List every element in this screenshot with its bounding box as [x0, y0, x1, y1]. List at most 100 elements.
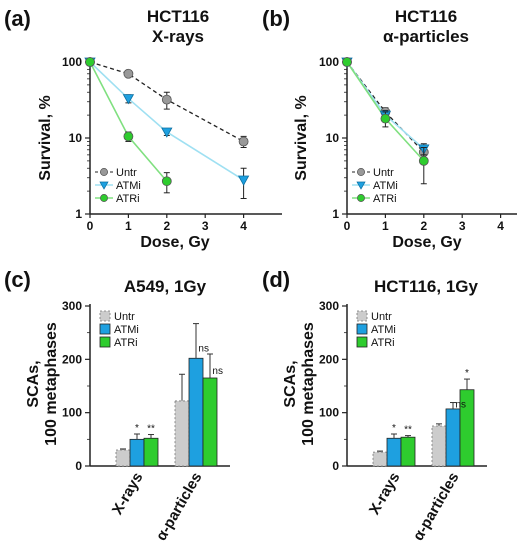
panel-d-bar-untr: [372, 451, 388, 467]
panel-d-legend-swatch: [356, 310, 368, 322]
panel-c-title: A549, 1Gy: [124, 277, 207, 296]
panel-b-title: HCT116: [395, 7, 457, 26]
panel-c-y-tick-label: 0: [75, 459, 82, 473]
panel-a-subtitle: X-rays: [152, 27, 204, 46]
panel-a-point-untr: [161, 94, 172, 105]
panel-c-category-label: α-particles: [153, 470, 206, 544]
panel-d: (d) HCT116, 1Gy SCAs, 100 metaphases 0 10…: [262, 267, 487, 544]
panel-d-y-tick-label: 0: [332, 459, 339, 473]
panel-d-legend-label: Untr: [371, 311, 392, 323]
panel-b-point-atri: [342, 57, 352, 67]
panel-d-annotation: *: [465, 368, 469, 379]
panel-c-ylabel-line1: SCAs,: [25, 360, 42, 407]
panel-b-x-tick-label: 3: [459, 219, 466, 233]
panel-d-legend-swatch: [356, 336, 368, 348]
panel-c-bar-untr: [115, 449, 131, 467]
panel-a-y-tick-label: 10: [69, 131, 83, 145]
panel-c-annotation: **: [147, 424, 155, 435]
panel-d-title: HCT116, 1Gy: [374, 277, 478, 296]
panel-b-legend-marker: [356, 181, 366, 190]
panel-b-series-line-atmi: [346, 61, 425, 150]
panel-a-x-tick-label: 3: [202, 219, 209, 233]
panel-a-x-tick-label: 2: [163, 219, 170, 233]
panel-b-point-atri: [418, 155, 429, 166]
panel-d-annotation: **: [404, 425, 412, 436]
panel-b-y-tick-label: 100: [319, 55, 339, 69]
panel-b-legend-marker: [357, 168, 365, 176]
panel-d-category-label: α-particles: [410, 470, 463, 544]
panel-d-annotation: ns: [455, 400, 466, 411]
panel-a-x-tick-label: 4: [240, 219, 247, 233]
panel-d-legend-swatch: [356, 323, 368, 335]
panel-a-point-untr: [123, 68, 134, 79]
panel-c: (c) A549, 1Gy SCAs, 100 metaphases 0 100 2…: [4, 267, 230, 544]
panel-c-legend-label: Untr: [114, 311, 135, 323]
panel-c-legend-swatch: [99, 323, 111, 335]
panel-a: (a) HCT116 X-rays Dose, Gy Survival, % 0…: [4, 6, 282, 251]
panel-a-xlabel: Dose, Gy: [140, 234, 209, 251]
panel-a-point-atmi: [122, 94, 135, 105]
panel-c-y-tick-label: 300: [62, 299, 82, 313]
panel-c-bar-atri: [143, 437, 159, 467]
panel-a-x-tick-label: 0: [87, 219, 94, 233]
panel-b-x-tick-label: 1: [382, 219, 389, 233]
panel-a-y-tick-label: 100: [62, 55, 82, 69]
panel-c-letter: (c): [4, 267, 31, 292]
panel-c-legend-label: ATRi: [114, 337, 138, 349]
panel-b-ylabel: Survival, %: [293, 95, 310, 180]
panel-d-y-tick-label: 200: [319, 352, 339, 366]
panel-a-point-atmi: [161, 127, 173, 138]
panel-c-y-tick-label: 200: [62, 352, 82, 366]
panel-a-point-atri: [123, 131, 134, 142]
panel-a-legend-marker: [100, 194, 108, 202]
panel-b-x-tick-label: 2: [420, 219, 427, 233]
panel-b-legend-label: Untr: [373, 167, 394, 179]
panel-d-y-tick-label: 100: [319, 406, 339, 420]
panel-d-ylabel-line2: 100 metaphases: [300, 322, 317, 446]
panel-c-legend-swatch: [99, 310, 111, 322]
panel-b-y-tick-label: 10: [326, 131, 340, 145]
panel-c-annotation: ns: [212, 366, 223, 377]
panel-d-letter: (d): [262, 267, 290, 292]
panel-b-point-atri: [380, 113, 391, 124]
panel-c-legend-label: ATMi: [114, 324, 139, 336]
panel-d-legend-label: ATRi: [371, 337, 395, 349]
panel-a-legend-label: ATRi: [116, 193, 140, 205]
panel-b-legend-label: ATRi: [373, 193, 397, 205]
panel-d-ylabel-line1: SCAs,: [282, 360, 299, 407]
panel-a-point-atri: [161, 176, 172, 187]
panel-a-series-line-untr: [89, 61, 244, 143]
panel-c-bar-untr: [174, 400, 190, 467]
panel-a-point-atri: [85, 57, 95, 67]
panel-a-legend-label: Untr: [116, 167, 137, 179]
panel-b-x-tick-label: 0: [344, 219, 351, 233]
panel-b-legend-marker: [357, 194, 365, 202]
panel-c-bar-atmi: [188, 357, 204, 467]
panel-c-legend-swatch: [99, 336, 111, 348]
panel-a-title: HCT116: [147, 7, 209, 26]
panel-b-subtitle: α-particles: [383, 27, 469, 46]
panel-a-legend-marker: [100, 168, 108, 176]
panel-c-bar-atri: [202, 377, 218, 467]
panel-d-bar-atmi: [386, 437, 402, 467]
panel-a-series-line-atmi: [89, 61, 245, 181]
panel-a-legend-marker: [99, 181, 109, 190]
panel-d-bar-atmi: [445, 408, 461, 467]
panel-c-bar-atmi: [129, 438, 145, 467]
panel-b-x-tick-label: 4: [497, 219, 504, 233]
panel-c-y-tick-label: 100: [62, 406, 82, 420]
panel-b-legend-label: ATMi: [373, 180, 398, 192]
panel-a-ylabel: Survival, %: [37, 95, 54, 180]
panel-d-bar-untr: [431, 425, 447, 467]
panel-b-xlabel: Dose, Gy: [392, 234, 461, 251]
panel-a-legend-label: ATMi: [116, 180, 141, 192]
panel-a-point-atmi: [237, 175, 250, 186]
panel-c-annotation: ns: [198, 343, 209, 354]
panel-d-category-label: X-rays: [366, 470, 404, 518]
panel-b-letter: (b): [262, 6, 290, 31]
panel-a-letter: (a): [4, 6, 31, 31]
panel-b-y-tick-label: 1: [332, 207, 339, 221]
panel-d-y-tick-label: 300: [319, 299, 339, 313]
panel-c-category-label: X-rays: [109, 470, 147, 518]
